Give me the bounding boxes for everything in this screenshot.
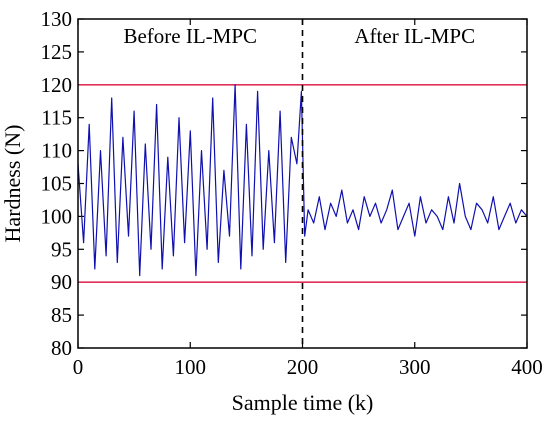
y-tick-label: 90 [51, 270, 72, 294]
y-tick-label: 120 [41, 73, 73, 97]
annotation-before: Before IL-MPC [123, 24, 257, 48]
ticks-layer: 0 100 200 300 400 80 85 90 95 100 105 110 115 120 125 1… [41, 7, 543, 379]
y-tick-label: 110 [41, 139, 72, 163]
y-tick-label: 125 [41, 40, 73, 64]
hardness-series-line [77, 84, 528, 277]
annotation-after: After IL-MPC [354, 24, 475, 48]
y-tick-label: 105 [41, 172, 73, 196]
x-tick-label: 200 [287, 355, 319, 379]
x-tick-label: 100 [175, 355, 207, 379]
y-tick-label: 80 [51, 336, 72, 360]
y-tick-label: 95 [51, 237, 72, 261]
x-axis-title: Sample time (k) [232, 390, 374, 415]
x-tick-label: 0 [73, 355, 84, 379]
x-tick-label: 300 [399, 355, 431, 379]
y-tick-label: 115 [41, 106, 72, 130]
x-tick-label: 400 [511, 355, 543, 379]
limits-layer [78, 84, 527, 284]
series-layer [77, 84, 528, 277]
y-tick-label: 130 [41, 7, 73, 31]
y-tick-label: 85 [51, 303, 72, 327]
plot-frame [77, 18, 528, 349]
y-axis-title: Hardness (N) [0, 125, 25, 243]
y-tick-label: 100 [41, 204, 73, 228]
